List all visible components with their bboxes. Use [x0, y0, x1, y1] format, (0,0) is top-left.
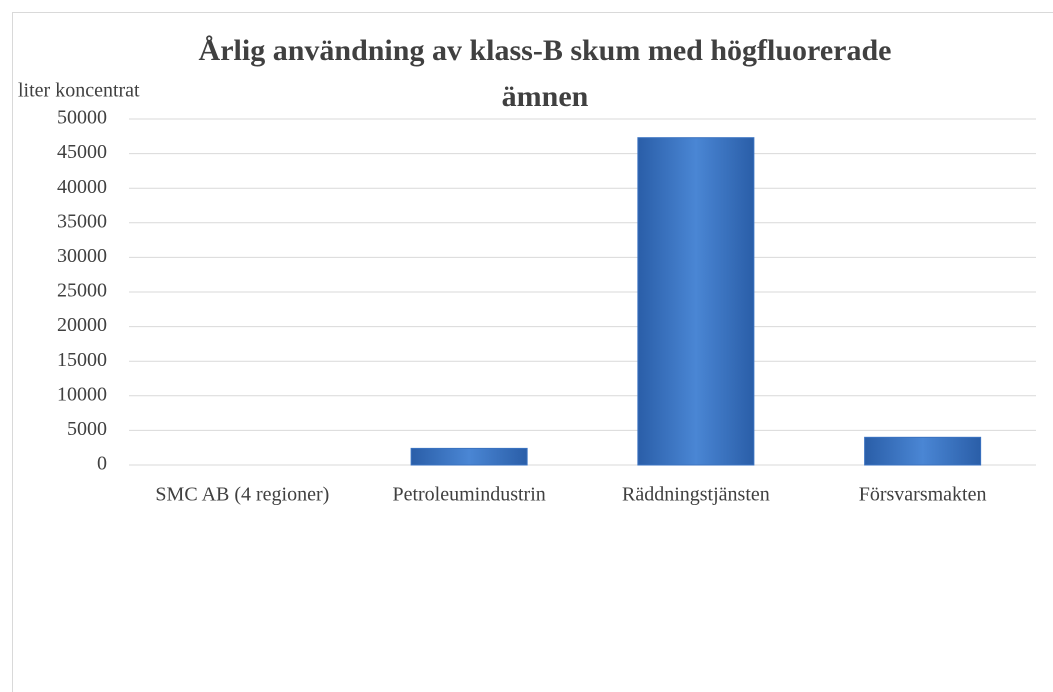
y-tick-label: 20000: [57, 314, 107, 336]
y-tick-label: 50000: [57, 107, 107, 129]
y-tick-label: 10000: [57, 383, 107, 405]
y-tick-label: 0: [97, 453, 107, 475]
chart-title: Årlig användning av klass-B skum med hög…: [198, 34, 892, 113]
x-tick-label: Försvarsmakten: [859, 484, 987, 506]
y-tick-label: 30000: [57, 245, 107, 267]
y-tick-label: 45000: [57, 141, 107, 163]
bar: [410, 447, 528, 466]
y-axis-title: liter koncentrat: [18, 80, 140, 102]
chart-frame: [12, 12, 1053, 692]
y-tick-label: 35000: [57, 210, 107, 232]
bar: [637, 137, 755, 466]
x-tick-label: SMC AB (4 regioner): [155, 484, 329, 506]
x-tick-label: Petroleumindustrin: [392, 484, 545, 506]
y-tick-label: 15000: [57, 349, 107, 371]
y-tick-label: 40000: [57, 176, 107, 198]
y-tick-label: 25000: [57, 280, 107, 302]
x-tick-label: Räddningstjänsten: [622, 484, 770, 506]
bar: [864, 436, 982, 466]
y-tick-label: 5000: [67, 418, 107, 440]
